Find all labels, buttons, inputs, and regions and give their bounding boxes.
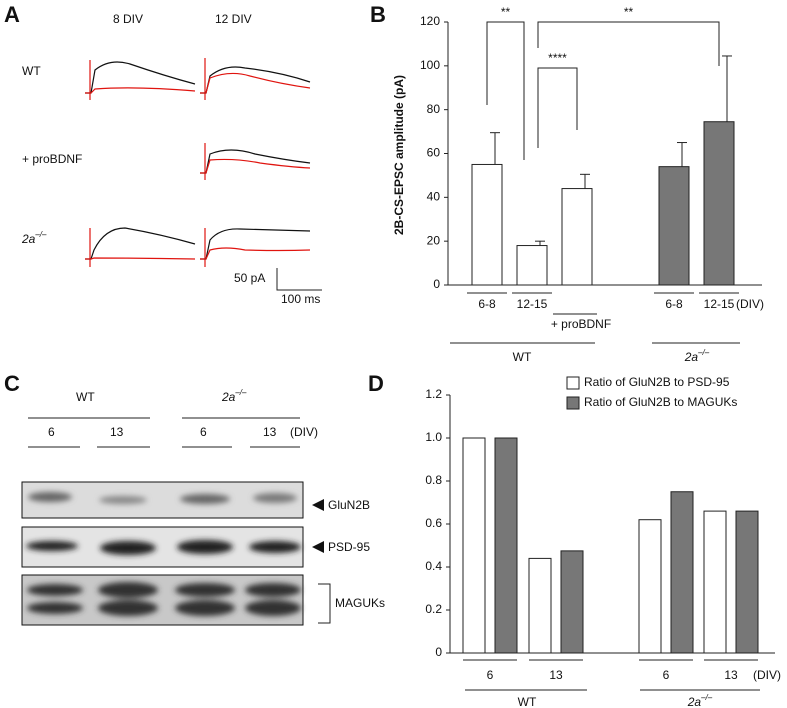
y-tick-label: 80	[427, 102, 441, 116]
y-tick-label: 0.2	[425, 602, 442, 616]
genotype-sup: –/–	[700, 693, 713, 702]
x-tick-label: 6-8	[665, 297, 683, 311]
y-tick-label: 0.8	[425, 473, 442, 487]
band-label: GluN2B	[328, 498, 370, 512]
group-label: WT	[518, 695, 537, 708]
genotype-label: 2a–/–	[221, 388, 247, 404]
panel-letter: B	[370, 2, 386, 27]
lane-label: 6	[48, 425, 55, 439]
legend-label: Ratio of GluN2B to PSD-95	[584, 375, 730, 389]
y-axis-label: 2B-CS-EPSC amplitude (pA)	[392, 75, 406, 235]
row-label: + proBDNF	[22, 152, 82, 166]
band-label: PSD-95	[328, 540, 370, 554]
x-tick-label: 6-8	[478, 297, 496, 311]
bar	[516, 245, 548, 286]
band-bracket	[318, 583, 331, 624]
group-label: 2a–/–	[684, 348, 710, 364]
y-tick-label: 0.6	[425, 516, 442, 530]
column-label: 8 DIV	[113, 12, 143, 26]
group-label: 2a–/–	[687, 693, 713, 708]
genotype-label: WT	[76, 390, 95, 404]
scale-bar	[276, 268, 322, 291]
unit-label: (DIV)	[736, 297, 764, 311]
y-tick-label: 60	[427, 146, 441, 160]
y-tick-label: 0.4	[425, 559, 442, 573]
band-arrow	[312, 499, 324, 553]
y-tick-label: 1.0	[425, 430, 442, 444]
bar	[494, 437, 518, 654]
panel-letter: A	[4, 2, 20, 27]
significance-bracket	[537, 67, 578, 148]
group-lines	[28, 417, 300, 448]
band-label: MAGUKs	[335, 596, 385, 610]
bar	[561, 188, 593, 286]
significance-bracket	[537, 21, 720, 66]
x-tick-label: 6	[663, 668, 670, 682]
legend-swatch	[566, 376, 580, 390]
scale-label: 50 pA	[234, 271, 265, 285]
x-tick-label: 13	[549, 668, 563, 682]
x-tick-label: 13	[724, 668, 738, 682]
bar	[471, 163, 503, 286]
bar	[670, 491, 694, 654]
y-tick-label: 1.2	[425, 387, 442, 401]
y-tick-label: 120	[420, 14, 440, 28]
genotype-base: 2a	[687, 695, 702, 708]
bar	[528, 557, 552, 654]
bar	[638, 519, 662, 654]
row-label: WT	[22, 64, 41, 78]
unit-label: (DIV)	[290, 425, 318, 439]
scale-label: 100 ms	[281, 292, 320, 306]
x-tick-label: 12-15	[704, 297, 735, 311]
unit-label: (DIV)	[753, 668, 781, 682]
y-tick-label: 0	[435, 645, 442, 659]
lane-label: 13	[263, 425, 277, 439]
x-tick-label: 12-15	[517, 297, 548, 311]
bar	[658, 166, 690, 286]
significance-bracket	[486, 21, 525, 160]
lane-label: 6	[200, 425, 207, 439]
y-tick-label: 0	[433, 277, 440, 291]
genotype-sup: –/–	[697, 348, 710, 357]
blot	[21, 481, 304, 626]
row-label: 2a–/–	[21, 230, 47, 246]
column-label: 12 DIV	[215, 12, 252, 26]
y-tick-label: 40	[427, 190, 441, 204]
traces	[85, 58, 311, 267]
bar	[703, 121, 735, 286]
treatment-label: + proBDNF	[551, 317, 611, 331]
lane-label: 13	[110, 425, 124, 439]
y-tick-label: 100	[420, 58, 440, 72]
group-label: WT	[513, 350, 532, 364]
legend-swatch	[566, 396, 580, 410]
significance-label: ****	[548, 51, 567, 65]
bar	[462, 437, 486, 654]
bar	[703, 510, 727, 654]
significance-label: **	[501, 5, 511, 19]
x-tick-label: 6	[487, 668, 494, 682]
bar	[735, 510, 759, 654]
bar	[560, 550, 584, 654]
y-tick-label: 20	[427, 233, 441, 247]
significance-label: **	[624, 5, 634, 19]
genotype-base: 2a	[684, 350, 699, 364]
legend-label: Ratio of GluN2B to MAGUKs	[584, 395, 737, 409]
panel-letter: D	[368, 371, 384, 396]
panel-letter: C	[4, 371, 20, 396]
